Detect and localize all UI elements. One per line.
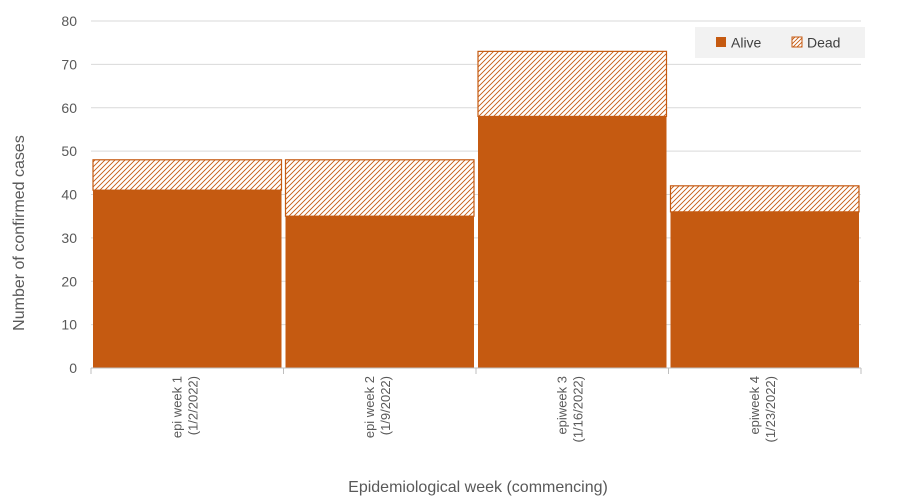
y-tick-label: 70: [61, 56, 77, 72]
y-tick-label: 60: [61, 100, 77, 116]
x-axis-ticks: [90, 368, 862, 374]
bar-alive-2: [285, 216, 474, 368]
bar-alive-3: [478, 116, 667, 368]
x-category-label: epi week 2(1/9/2022): [362, 376, 393, 438]
x-category-label-line: epi week 1: [169, 376, 184, 438]
svg-text:epi week 2(1/9/2022): epi week 2(1/9/2022): [362, 376, 393, 438]
bar-dead-1: [92, 159, 283, 191]
x-category-label-line: (1/23/2022): [763, 376, 778, 443]
x-category-label-line: epiweek 3: [554, 376, 569, 435]
x-category-label-line: (1/9/2022): [378, 376, 393, 435]
bar-dead-4: [669, 185, 860, 213]
y-axis-title: Number of confirmed cases: [11, 135, 28, 331]
svg-text:epi week 1(1/2/2022): epi week 1(1/2/2022): [169, 376, 200, 438]
bar-alive-1: [93, 190, 282, 368]
x-category-label: epi week 1(1/2/2022): [169, 376, 200, 438]
y-tick-label: 40: [61, 187, 77, 203]
x-category-label-line: epiweek 4: [747, 376, 762, 435]
bars: [92, 50, 860, 368]
bar-dead-3: [477, 50, 668, 118]
legend-swatch-alive: [716, 37, 726, 47]
legend-swatch-dead: [791, 36, 803, 48]
x-axis-category-labels: epi week 1(1/2/2022) epi week 2(1/9/2022)…: [169, 376, 778, 443]
x-category-label-line: (1/16/2022): [570, 376, 585, 443]
legend-label-dead: Dead: [807, 35, 840, 51]
y-tick-label: 80: [61, 13, 77, 29]
y-tick-label: 30: [61, 230, 77, 246]
svg-text:epiweek 3(1/16/2022): epiweek 3(1/16/2022): [554, 376, 585, 443]
y-axis-ticks: 0 10 20 30 40 50 60 70 80: [61, 13, 77, 376]
x-category-label: epiweek 3(1/16/2022): [554, 376, 585, 443]
bar-alive-4: [670, 211, 859, 368]
x-category-label: epiweek 4(1/23/2022): [747, 376, 778, 443]
x-category-label-line: (1/2/2022): [185, 376, 200, 435]
y-tick-label: 20: [61, 273, 77, 289]
x-axis-title: Epidemiological week (commencing): [348, 479, 608, 496]
svg-text:epiweek 4(1/23/2022): epiweek 4(1/23/2022): [747, 376, 778, 443]
x-category-label-line: epi week 2: [362, 376, 377, 438]
legend-label-alive: Alive: [731, 35, 762, 51]
bar-dead-2: [284, 159, 475, 217]
y-tick-label: 0: [69, 360, 77, 376]
legend: Alive Dead: [695, 27, 865, 58]
y-tick-label: 10: [61, 317, 77, 333]
y-tick-label: 50: [61, 143, 77, 159]
